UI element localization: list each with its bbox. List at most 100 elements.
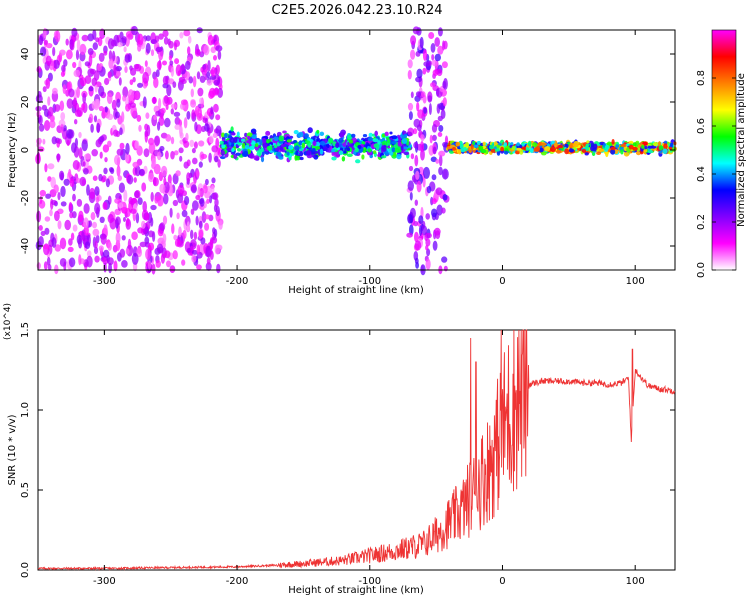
heatmap-cell bbox=[265, 130, 271, 136]
heatmap-cell bbox=[153, 77, 159, 89]
heatmap-cell bbox=[86, 255, 93, 268]
heatmap-cell bbox=[115, 65, 122, 72]
heatmap-cell bbox=[590, 145, 594, 152]
heatmap-cell bbox=[199, 97, 203, 105]
heatmap-cell bbox=[198, 229, 204, 239]
heatmap-cell bbox=[459, 143, 464, 150]
heatmap-cell bbox=[70, 232, 75, 241]
snr-y-tick-label: 1.5 bbox=[20, 322, 31, 338]
heatmap-cell bbox=[181, 210, 188, 218]
heatmap-cell bbox=[204, 214, 210, 220]
heatmap-cell bbox=[145, 42, 151, 54]
heatmap-cell bbox=[147, 260, 151, 270]
heatmap-cell bbox=[343, 150, 347, 154]
heatmap-cell bbox=[194, 105, 200, 116]
heatmap-cell bbox=[413, 128, 418, 135]
heatmap-cell bbox=[63, 59, 68, 67]
heatmap-cell bbox=[442, 97, 447, 107]
heatmap-cell bbox=[293, 130, 299, 135]
heatmap-cell bbox=[519, 149, 524, 155]
heatmap-cell bbox=[301, 142, 306, 149]
heatmap-cell bbox=[73, 69, 81, 78]
heatmap-cell bbox=[162, 233, 167, 244]
heatmap-cell bbox=[151, 157, 157, 168]
heatmap-xlabel: Height of straight line (km) bbox=[288, 285, 424, 296]
heatmap-cell bbox=[103, 167, 108, 175]
heatmap-cell bbox=[373, 143, 380, 149]
heatmap-cell bbox=[145, 35, 151, 42]
heatmap-cell bbox=[354, 147, 359, 153]
heatmap-cell bbox=[78, 131, 82, 139]
heatmap-cell bbox=[586, 140, 590, 144]
heatmap-cell bbox=[113, 260, 118, 272]
heatmap-cell bbox=[131, 252, 139, 265]
heatmap-cell bbox=[670, 142, 674, 147]
heatmap-cell bbox=[194, 48, 201, 57]
heatmap-cell bbox=[108, 58, 114, 69]
heatmap-cell bbox=[152, 177, 159, 187]
heatmap-cell bbox=[148, 242, 155, 251]
snr-series-line bbox=[37, 329, 676, 571]
heatmap-cell bbox=[647, 145, 654, 149]
heatmap-y-tick-label: 0 bbox=[20, 147, 31, 153]
heatmap-cell bbox=[39, 189, 46, 197]
heatmap-cell bbox=[164, 117, 171, 128]
heatmap-cell bbox=[173, 150, 179, 156]
heatmap-cell bbox=[72, 193, 76, 202]
heatmap-cell bbox=[473, 144, 479, 148]
heatmap-cell bbox=[294, 145, 300, 151]
heatmap-cell bbox=[160, 107, 166, 114]
heatmap-cell bbox=[38, 35, 44, 46]
heatmap-cell bbox=[183, 117, 188, 129]
heatmap-cell bbox=[384, 131, 389, 137]
heatmap-cell bbox=[169, 60, 174, 66]
heatmap-cell bbox=[59, 258, 67, 267]
heatmap-cell bbox=[134, 140, 140, 149]
heatmap-cell bbox=[394, 147, 399, 152]
heatmap-cell bbox=[444, 135, 449, 145]
heatmap-cell bbox=[137, 197, 143, 206]
heatmap-cell bbox=[162, 83, 169, 89]
heatmap-cell bbox=[54, 104, 61, 112]
heatmap-cell bbox=[367, 137, 374, 142]
heatmap-cell bbox=[510, 142, 514, 146]
snr-line-marks bbox=[37, 329, 676, 571]
heatmap-cell bbox=[425, 245, 429, 251]
heatmap-cell bbox=[110, 167, 115, 174]
heatmap-cell bbox=[158, 33, 164, 40]
heatmap-cell bbox=[410, 49, 416, 60]
heatmap-cell bbox=[338, 137, 344, 143]
heatmap-cell bbox=[121, 111, 125, 123]
heatmap-cell bbox=[425, 232, 432, 239]
heatmap-cell bbox=[328, 137, 334, 143]
colorbar-ticks: 0.0 0.2 0.4 0.6 0.8 bbox=[696, 70, 736, 278]
heatmap-cell bbox=[180, 63, 185, 72]
heatmap-cell bbox=[125, 31, 133, 38]
heatmap-cell bbox=[210, 66, 216, 77]
heatmap-cell bbox=[95, 37, 100, 43]
heatmap-cell bbox=[441, 207, 446, 214]
heatmap-cell bbox=[179, 132, 184, 139]
heatmap-cell bbox=[410, 91, 414, 99]
heatmap-cell bbox=[137, 44, 142, 52]
heatmap-cell bbox=[59, 170, 65, 181]
heatmap-cell bbox=[419, 36, 424, 49]
heatmap-cell bbox=[61, 64, 66, 73]
heatmap-cell bbox=[76, 39, 81, 52]
heatmap-cell bbox=[129, 208, 137, 214]
heatmap-cell bbox=[99, 216, 105, 223]
heatmap-cell bbox=[219, 140, 224, 145]
heatmap-cell bbox=[204, 123, 210, 132]
heatmap-cell bbox=[164, 250, 171, 259]
heatmap-cell bbox=[178, 147, 184, 154]
heatmap-cell bbox=[432, 146, 437, 155]
heatmap-cell bbox=[162, 75, 169, 85]
heatmap-cell bbox=[251, 131, 256, 135]
heatmap-cell bbox=[46, 43, 53, 49]
heatmap-cell bbox=[436, 204, 443, 216]
heatmap-cell bbox=[214, 155, 219, 163]
heatmap-cell bbox=[154, 135, 161, 147]
heatmap-cell bbox=[201, 211, 207, 224]
heatmap-cell bbox=[119, 127, 123, 136]
heatmap-cell bbox=[44, 227, 50, 235]
